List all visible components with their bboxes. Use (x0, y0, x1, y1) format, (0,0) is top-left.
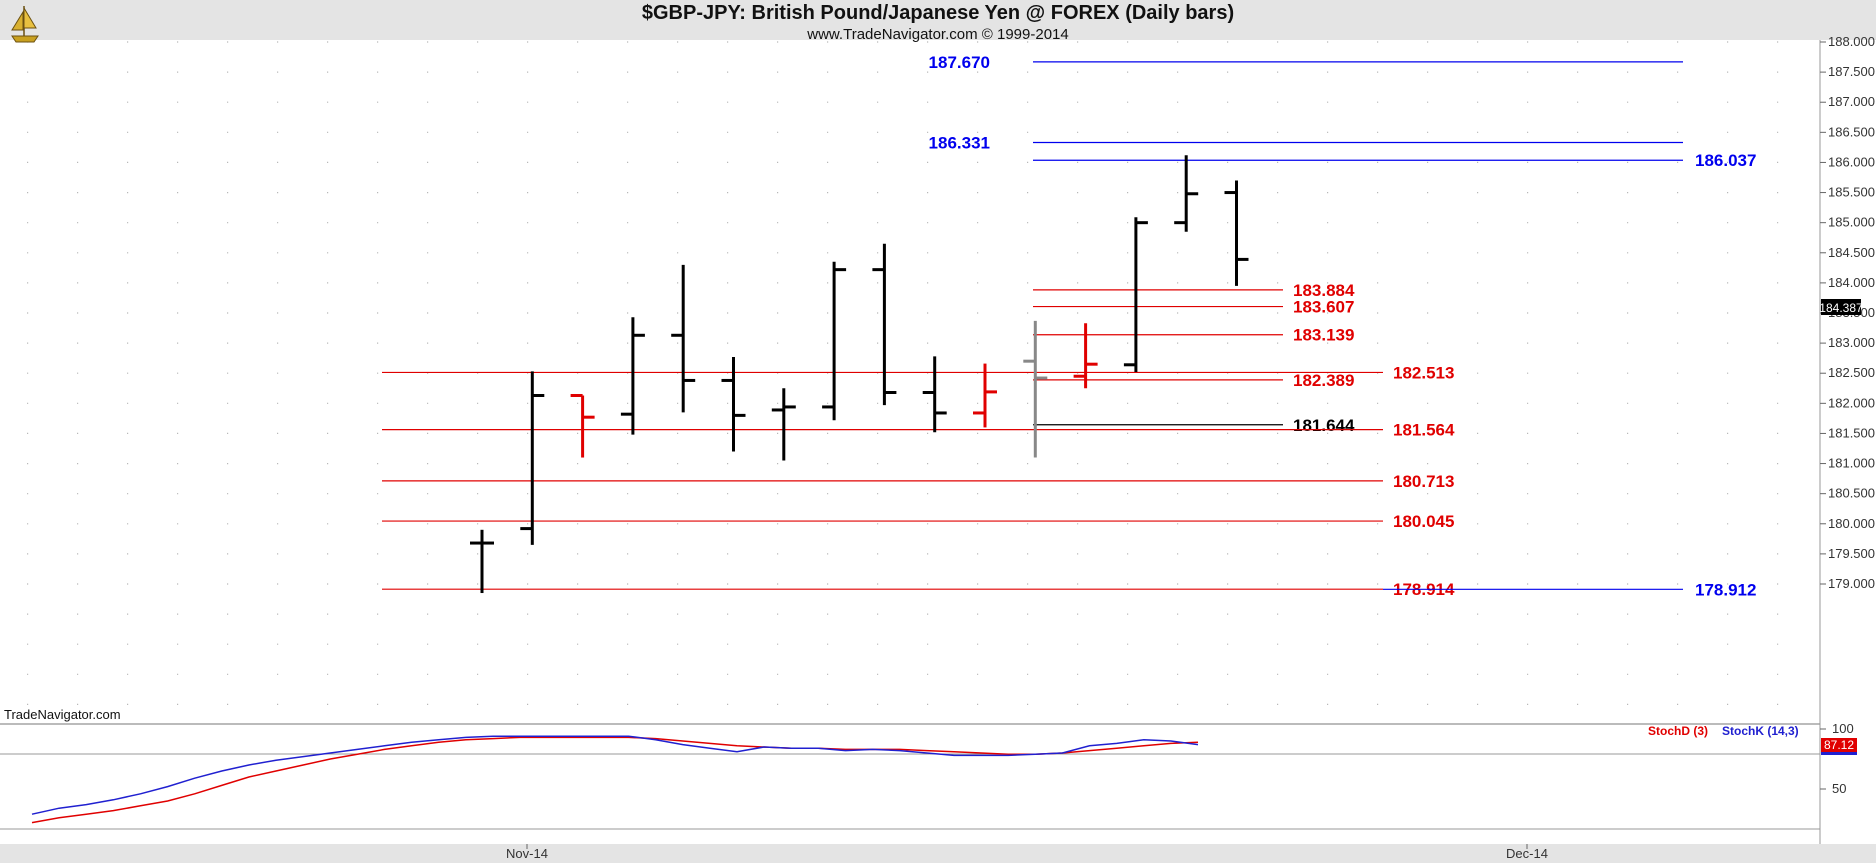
y-tick-label: 180.500 (1828, 486, 1875, 501)
level-label: 186.037 (1695, 151, 1756, 170)
stochastic-lines (31, 735, 1199, 824)
level-label: 187.670 (929, 53, 990, 72)
level-label: 186.331 (929, 134, 990, 153)
last-price-badge (1821, 299, 1861, 315)
last-price-label: 184.387 (1819, 301, 1863, 315)
y-tick-label: 179.500 (1828, 546, 1875, 561)
stoch-last-badge (1821, 738, 1857, 752)
level-label: 183.139 (1293, 326, 1354, 345)
level-label: 182.513 (1393, 363, 1454, 382)
level-label: 181.564 (1393, 421, 1455, 440)
stoch-tick-label: 100 (1832, 721, 1854, 736)
watermark: TradeNavigator.com (4, 707, 121, 722)
sailing-ship-icon (4, 2, 44, 44)
y-tick-label: 187.500 (1828, 64, 1875, 79)
stoch-last-badge-underline (1821, 752, 1857, 755)
level-label: 181.644 (1293, 416, 1355, 435)
level-label: 178.912 (1695, 580, 1756, 599)
y-tick-label: 184.500 (1828, 245, 1875, 260)
y-tick-label: 186.500 (1828, 124, 1875, 139)
level-label: 183.607 (1293, 298, 1354, 317)
level-label: 180.045 (1393, 512, 1454, 531)
y-tick-label: 182.000 (1828, 395, 1875, 410)
level-label: 183.884 (1293, 281, 1355, 300)
stochastic-panel-background (0, 724, 1820, 844)
level-label: 180.713 (1393, 472, 1454, 491)
y-tick-label: 181.500 (1828, 425, 1875, 440)
x-tick-label: Dec-14 (1506, 846, 1548, 861)
chart-subtitle: www.TradeNavigator.com © 1999-2014 (807, 26, 1069, 43)
stoch-line (31, 735, 1199, 815)
stoch-tick-label: 50 (1832, 781, 1846, 796)
price-axis-panel (1820, 40, 1876, 844)
chart-title: $GBP-JPY: British Pound/Japanese Yen @ F… (641, 2, 1235, 24)
y-tick-label: 185.500 (1828, 185, 1875, 200)
y-tick-label: 184.000 (1828, 275, 1875, 290)
y-tick-label: 181.000 (1828, 456, 1875, 471)
y-tick-label: 182.500 (1828, 365, 1875, 380)
ohlc-bars (470, 155, 1249, 594)
y-tick-label: 180.000 (1828, 516, 1875, 531)
level-label: 182.389 (1293, 371, 1354, 390)
y-tick-label: 185.000 (1828, 215, 1875, 230)
date-axis: Nov-14 Dec-14 (506, 844, 1548, 861)
legend-stochk: StochK (14,3) (1722, 724, 1799, 738)
legend-stochd: StochD (3) (1648, 724, 1708, 738)
price-panel-background (0, 40, 1820, 724)
price-axis: 188.000 187.500 187.000 186.500 186.000 185.5… (1820, 34, 1875, 591)
y-tick-label: 187.000 (1828, 94, 1875, 109)
y-tick-label: 183.000 (1828, 335, 1875, 350)
y-tick-label: 188.000 (1828, 34, 1875, 49)
y-tick-label: 179.000 (1828, 576, 1875, 591)
y-tick-label: 186.000 (1828, 154, 1875, 169)
stoch-axis: 100 50 (1820, 721, 1854, 796)
x-tick-label: Nov-14 (506, 846, 548, 861)
stoch-last-value: 87.12 (1824, 738, 1854, 752)
stoch-line (31, 736, 1199, 824)
